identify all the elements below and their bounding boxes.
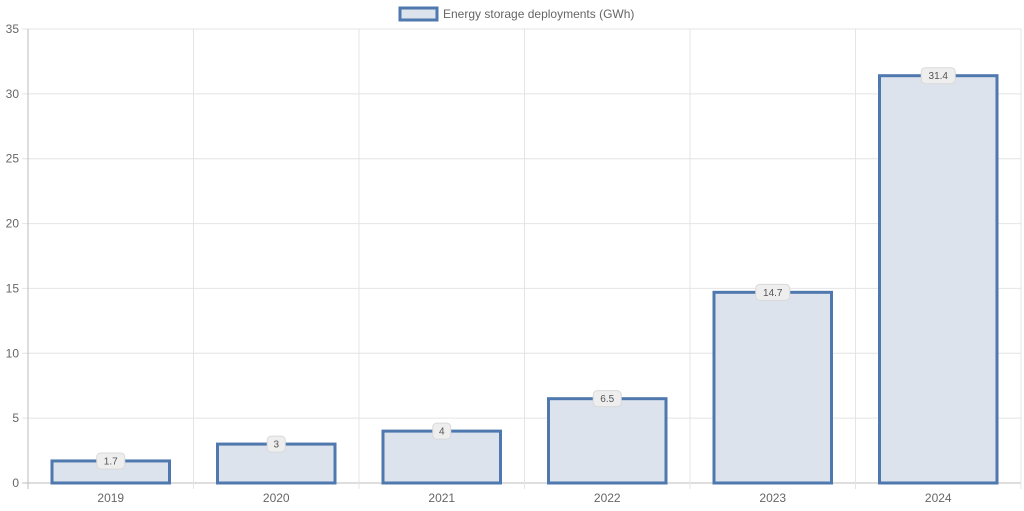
bar-2022[interactable] — [546, 397, 668, 485]
data-label: 1.7 — [96, 452, 126, 470]
x-tick-label: 2022 — [594, 491, 621, 505]
y-tick-label: 35 — [6, 22, 20, 36]
bar-2023[interactable] — [712, 290, 834, 485]
data-labels: 1.7 3 4 6.5 14.7 31.4 — [96, 67, 956, 470]
data-label: 3 — [266, 435, 286, 453]
data-label-bg — [592, 390, 622, 408]
y-tick-label: 25 — [6, 152, 20, 166]
data-label-text: 14.7 — [763, 288, 783, 299]
bar-2024[interactable] — [877, 74, 999, 485]
data-label-text: 31.4 — [929, 71, 949, 82]
data-label-bg — [755, 283, 791, 301]
data-label: 31.4 — [920, 67, 956, 85]
data-label-text: 1.7 — [104, 456, 118, 467]
data-label-text: 3 — [273, 440, 279, 451]
y-tick-label: 0 — [12, 476, 19, 490]
y-tick-label: 30 — [6, 87, 20, 101]
data-label-bg — [432, 422, 452, 440]
axes: 0 5 10 15 20 25 30 35 2019 2020 2021 2022 2023 2024 — [6, 22, 952, 505]
data-label: 6.5 — [592, 390, 622, 408]
y-tick-label: 20 — [6, 217, 20, 231]
x-tick-label: 2024 — [925, 491, 952, 505]
bars — [50, 74, 999, 485]
data-label: 14.7 — [755, 283, 791, 301]
x-tick-label: 2023 — [759, 491, 786, 505]
legend-label[interactable]: Energy storage deployments (GWh) — [443, 7, 634, 21]
x-tick-label: 2021 — [428, 491, 455, 505]
legend[interactable]: Energy storage deployments (GWh) — [398, 6, 634, 22]
y-tick-label: 10 — [6, 346, 20, 360]
x-tick-label: 2019 — [97, 491, 124, 505]
y-tick-label: 15 — [6, 281, 20, 295]
data-label: 4 — [432, 422, 452, 440]
y-tick-label: 5 — [12, 411, 19, 425]
x-tick-label: 2020 — [263, 491, 290, 505]
data-label-text: 4 — [439, 427, 445, 438]
data-label-bg — [920, 67, 956, 85]
data-label-bg — [96, 452, 126, 470]
data-label-text: 6.5 — [600, 394, 614, 405]
grid — [22, 28, 1022, 489]
data-label-bg — [266, 435, 286, 453]
legend-swatch[interactable] — [398, 6, 439, 22]
